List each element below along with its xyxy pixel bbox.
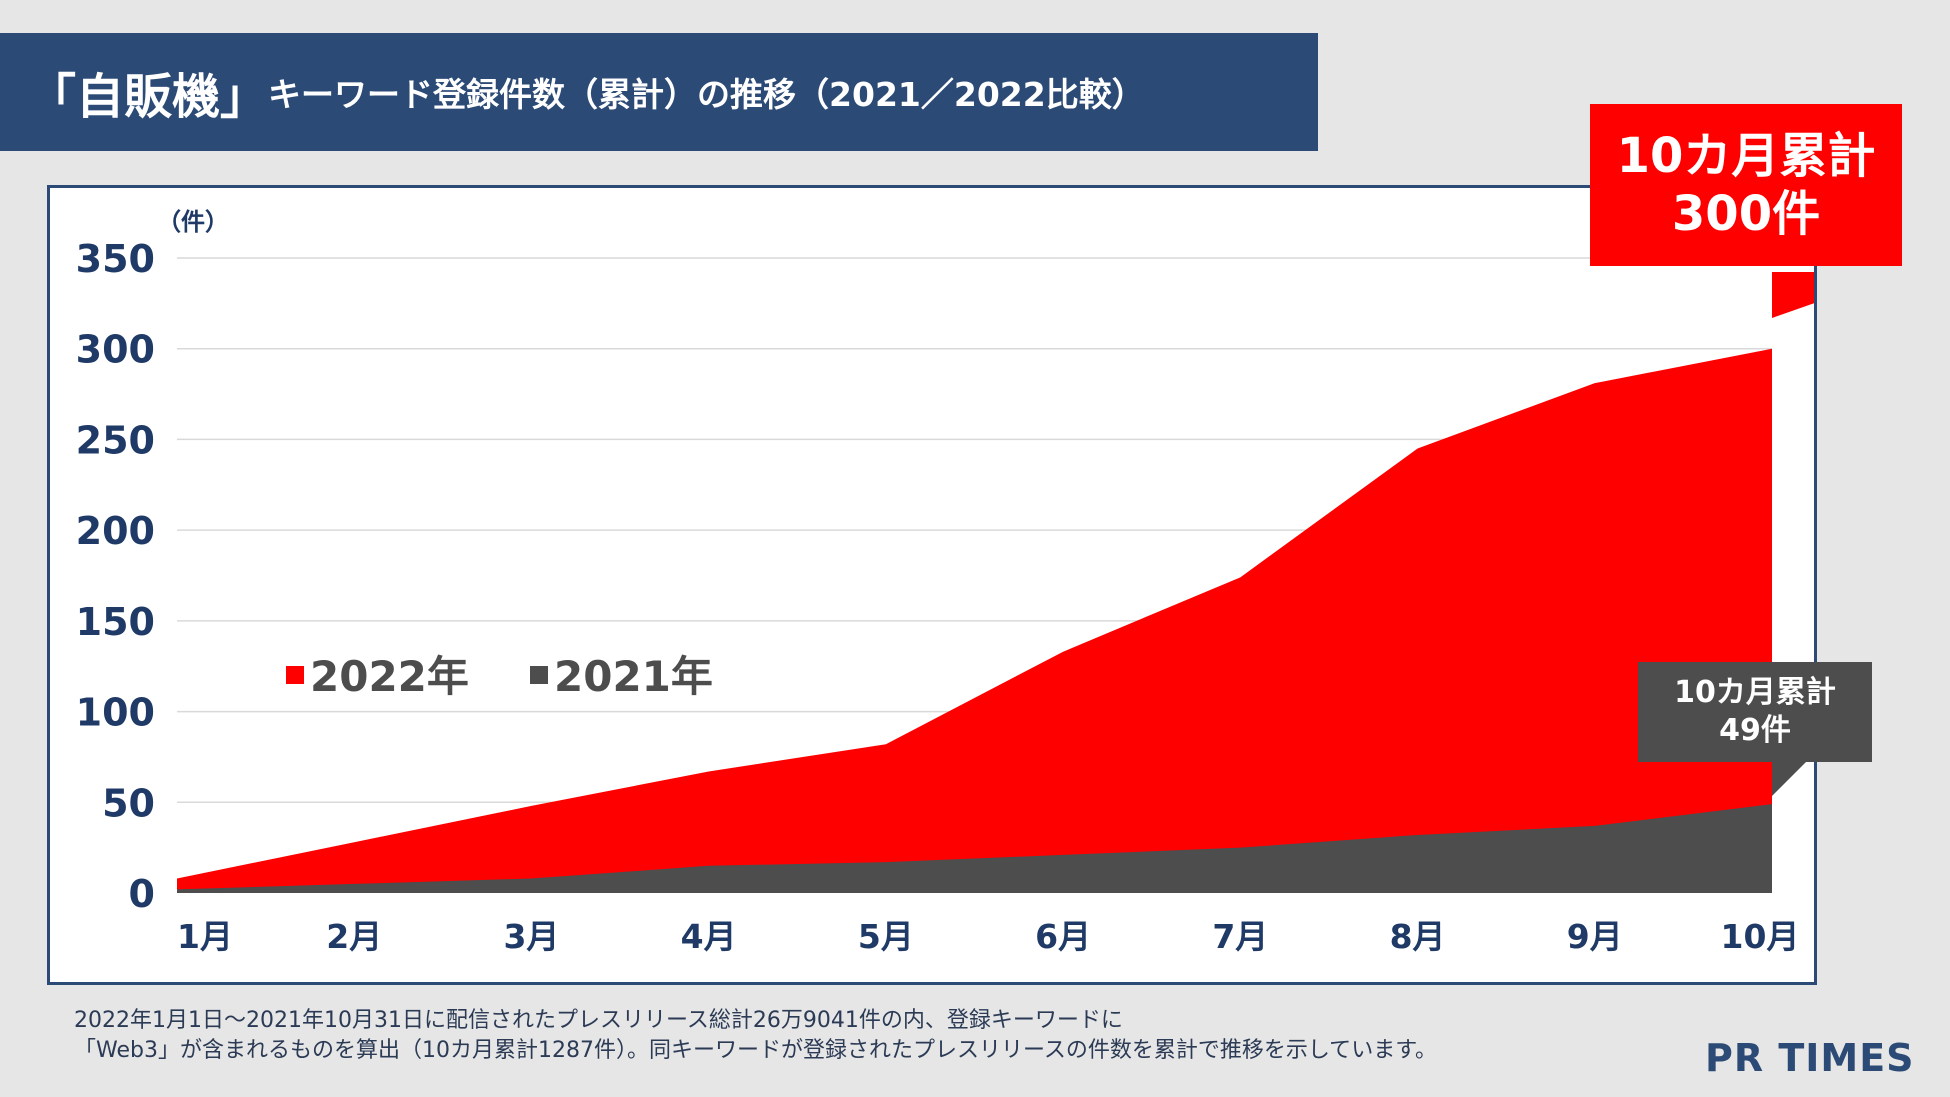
y-tick-label: 300 <box>76 328 155 372</box>
callout-2022-line1: 10カ月累計 <box>1616 128 1876 184</box>
grid-lines <box>177 257 1772 804</box>
footnote-line2: 「Web3」が含まれるものを算出（10カ月累計1287件）。同キーワードが登録さ… <box>74 1038 1437 1063</box>
x-tick-label: 9月 <box>1567 917 1623 956</box>
title-text: キーワード登録件数（累計）の推移（2021／2022比較） <box>268 75 1145 114</box>
title-bar: 「自販機」 キーワード登録件数（累計）の推移（2021／2022比較） <box>0 33 1318 151</box>
x-tick-label: 7月 <box>1212 917 1268 956</box>
x-axis-ticks: 1月 2月 3月 4月 5月 6月 7月 8月 9月 10月 <box>177 917 1799 956</box>
callout-2021-total: 10カ月累計 49件 <box>1638 662 1872 762</box>
y-tick-label: 50 <box>102 781 155 825</box>
area-series-2022 <box>177 348 1772 893</box>
x-tick-label: 6月 <box>1035 917 1091 956</box>
x-tick-label: 2月 <box>326 917 382 956</box>
area-series-2021 <box>177 804 1772 893</box>
callout-pointer-2022 <box>1772 272 1814 318</box>
y-tick-label: 150 <box>76 600 155 644</box>
x-tick-label: 8月 <box>1390 917 1446 956</box>
x-tick-label: 4月 <box>681 917 737 956</box>
x-tick-label: 5月 <box>858 917 914 956</box>
title-keyword: 「自販機」 <box>28 69 269 125</box>
legend: 2022年 2021年 <box>286 652 713 701</box>
callout-pointer-2021 <box>1772 753 1814 796</box>
pr-times-logo: PR TIMES <box>1705 1036 1915 1080</box>
y-tick-label: 100 <box>76 691 155 735</box>
y-tick-label: 250 <box>76 418 155 462</box>
legend-label-2022: 2022年 <box>310 652 469 701</box>
legend-swatch-2021 <box>530 666 548 684</box>
legend-swatch-2022 <box>286 666 304 684</box>
callout-2022-line2: 300件 <box>1671 186 1821 242</box>
area-chart: 0 50 100 150 200 250 300 350 1月 2月 3月 4月 5月 6月 7月 8月 9月… <box>76 208 1814 956</box>
callout-2021-line1: 10カ月累計 <box>1674 675 1836 710</box>
callout-2021-line2: 49件 <box>1719 713 1791 748</box>
callout-2022-total: 10カ月累計 300件 <box>1590 104 1902 266</box>
legend-label-2021: 2021年 <box>554 652 713 701</box>
chart-frame: 0 50 100 150 200 250 300 350 1月 2月 3月 4月 5月 6月 7月 8月 9月… <box>47 185 1817 985</box>
y-tick-label: 0 <box>129 872 155 916</box>
x-tick-label: 3月 <box>503 917 559 956</box>
y-axis-unit: （件） <box>157 208 229 236</box>
chart-areas <box>177 348 1772 893</box>
x-tick-label: 1月 <box>177 917 233 956</box>
footnote-line1: 2022年1月1日～2021年10月31日に配信されたプレスリリース総計26万9… <box>74 1008 1123 1033</box>
footnote: 2022年1月1日～2021年10月31日に配信されたプレスリリース総計26万9… <box>74 1006 1554 1066</box>
y-tick-label: 350 <box>76 237 155 281</box>
x-tick-label: 10月 <box>1721 917 1800 956</box>
y-axis-ticks: 0 50 100 150 200 250 300 350 <box>76 237 155 916</box>
y-tick-label: 200 <box>76 509 155 553</box>
